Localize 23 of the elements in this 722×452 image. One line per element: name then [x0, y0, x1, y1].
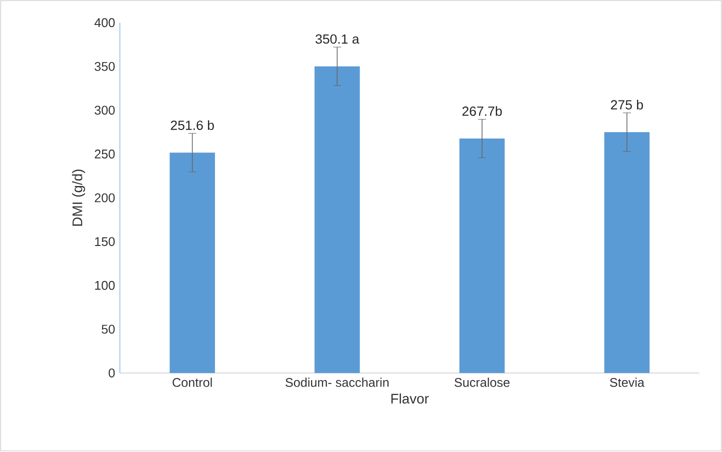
data-label: 275 b: [610, 100, 643, 110]
y-tick-label: 350: [94, 62, 115, 72]
y-tick-label: 50: [102, 324, 115, 334]
y-tick-label: 300: [94, 106, 115, 115]
y-tick-label: 200: [94, 194, 115, 202]
x-tick-label: Sucralose: [454, 378, 510, 388]
data-label: 267.7b: [462, 106, 502, 116]
y-tick-label: 250: [94, 150, 115, 159]
bar: [170, 152, 215, 374]
data-label: 251.6 b: [170, 120, 214, 130]
x-tick-label: Stevia: [610, 378, 644, 388]
x-axis-title: Flavor: [391, 394, 429, 404]
y-tick-label: 400: [94, 18, 115, 28]
data-label: 350.1 a: [316, 34, 360, 44]
bar: [459, 138, 505, 374]
x-tick-label: Sodium- saccharin: [286, 378, 389, 388]
y-tick-label: 150: [95, 237, 115, 246]
y-tick-label: 100: [95, 281, 115, 290]
bar: [604, 132, 650, 374]
bar: [314, 66, 360, 374]
x-tick-label: Control: [172, 378, 212, 388]
y-tick-label: 0: [108, 368, 115, 378]
y-axis-title: DMI (g/d): [72, 170, 86, 226]
